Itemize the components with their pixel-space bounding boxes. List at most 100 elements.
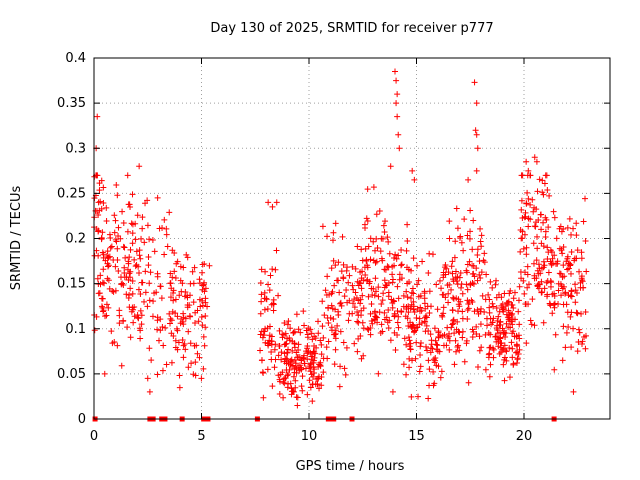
data-point — [337, 299, 344, 306]
data-point — [172, 274, 179, 281]
data-point — [135, 315, 142, 322]
data-point — [555, 287, 562, 294]
data-point — [394, 319, 401, 326]
data-point — [107, 244, 114, 251]
data-point — [424, 347, 431, 354]
data-point — [525, 215, 532, 222]
data-point — [542, 233, 549, 240]
data-point — [544, 256, 551, 263]
data-point — [527, 172, 534, 179]
data-point — [317, 337, 324, 344]
data-point — [176, 372, 183, 379]
data-point — [389, 279, 396, 286]
data-point — [515, 332, 522, 339]
data-point — [567, 313, 574, 320]
data-point — [127, 203, 134, 210]
data-point — [364, 217, 371, 224]
data-point — [320, 369, 327, 376]
data-point — [354, 348, 361, 355]
data-point — [106, 231, 113, 238]
data-point — [469, 270, 476, 277]
data-point — [410, 255, 417, 262]
data-point — [116, 320, 123, 327]
data-point — [370, 238, 377, 245]
data-point — [504, 299, 511, 306]
data-point — [166, 209, 173, 216]
data-point — [415, 393, 422, 400]
data-point — [471, 79, 478, 86]
data-point — [522, 213, 529, 220]
y-tick-label: 0.1 — [65, 322, 86, 337]
data-point — [502, 330, 509, 337]
data-point — [163, 361, 170, 368]
data-point — [430, 356, 437, 363]
data-point — [159, 367, 166, 374]
data-point — [538, 211, 545, 218]
data-point — [290, 373, 297, 380]
data-point — [416, 321, 423, 328]
data-point — [411, 176, 418, 183]
x-axis-label: GPS time / hours — [296, 459, 405, 474]
data-point — [156, 337, 163, 344]
data-point — [372, 275, 379, 282]
data-point — [494, 330, 501, 337]
data-point — [376, 207, 383, 214]
data-point — [408, 393, 415, 400]
data-point — [187, 313, 194, 320]
data-point — [356, 279, 363, 286]
data-point — [156, 225, 163, 232]
data-point — [578, 310, 585, 317]
data-point — [390, 254, 397, 261]
data-point — [268, 349, 275, 356]
data-point — [335, 308, 342, 315]
data-point — [557, 223, 564, 230]
data-point — [318, 382, 325, 389]
data-point — [540, 258, 547, 265]
data-point — [317, 359, 324, 366]
data-point — [175, 339, 182, 346]
data-point — [487, 361, 494, 368]
data-point — [137, 307, 144, 314]
data-point — [381, 277, 388, 284]
data-point — [296, 362, 303, 369]
data-point — [129, 230, 136, 237]
data-point — [287, 325, 294, 332]
data-point — [135, 263, 142, 270]
data-point — [324, 233, 331, 240]
data-point — [422, 318, 429, 325]
data-point — [99, 295, 106, 302]
data-point — [124, 266, 131, 273]
data-point — [414, 281, 421, 288]
data-point — [522, 269, 529, 276]
data-point — [157, 283, 164, 290]
data-point — [539, 177, 546, 184]
data-point — [382, 218, 389, 225]
data-point — [360, 325, 367, 332]
data-point — [304, 345, 311, 352]
data-point — [489, 319, 496, 326]
data-point — [292, 360, 299, 367]
data-point — [192, 372, 199, 379]
data-point — [417, 363, 424, 370]
data-point — [93, 313, 100, 320]
data-point — [553, 235, 560, 242]
data-point — [200, 281, 207, 288]
data-point — [184, 254, 191, 261]
data-point — [444, 324, 451, 331]
data-point — [551, 366, 558, 373]
data-point — [124, 172, 131, 179]
data-point — [141, 239, 148, 246]
data-point — [289, 388, 296, 395]
data-point — [582, 238, 589, 245]
data-point — [461, 358, 468, 365]
data-point — [190, 299, 197, 306]
data-point — [476, 258, 483, 265]
data-point — [307, 326, 314, 333]
data-point — [413, 324, 420, 331]
data-point — [138, 312, 145, 319]
data-point — [192, 309, 199, 316]
data-point — [323, 344, 330, 351]
data-point — [288, 358, 295, 365]
y-tick-label: 0.35 — [57, 96, 86, 111]
data-point — [513, 359, 520, 366]
